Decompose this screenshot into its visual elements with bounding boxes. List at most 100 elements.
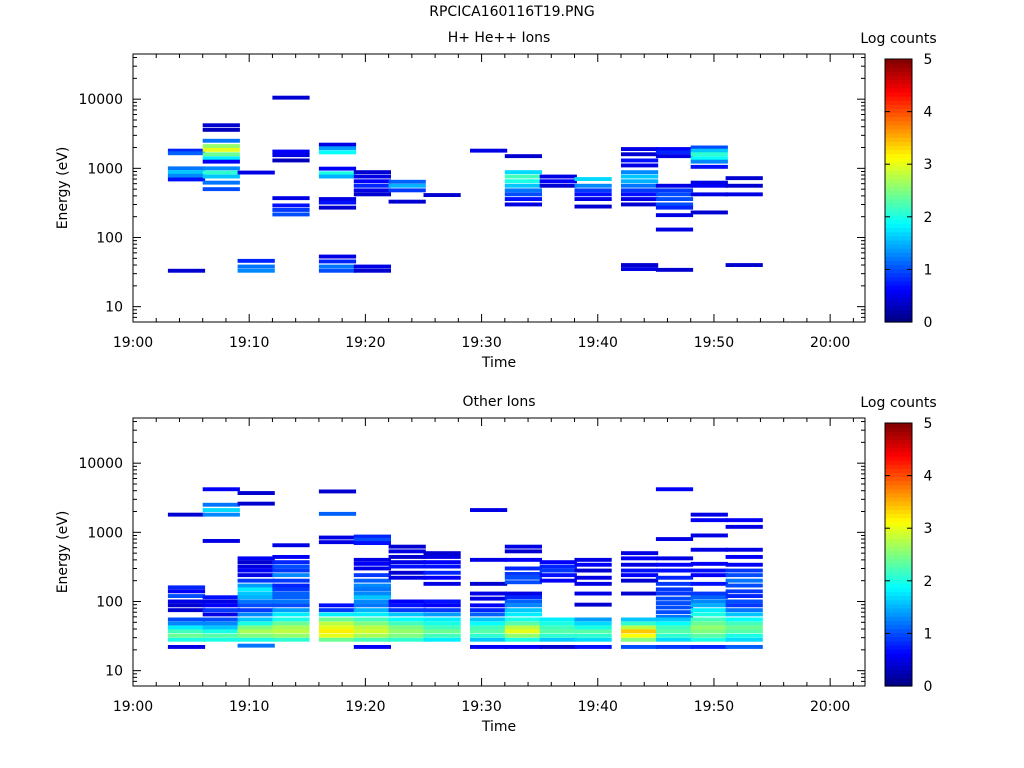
heatmap-cell xyxy=(353,587,391,592)
heatmap-cell xyxy=(353,591,391,596)
colorbar-segment xyxy=(885,542,912,547)
heatmap-cell xyxy=(655,625,694,630)
colorbar-segment xyxy=(885,587,912,593)
heatmap-cell xyxy=(690,512,728,517)
heatmap-cell xyxy=(690,603,728,608)
heatmap-cell xyxy=(353,557,391,562)
colorbar-segment xyxy=(885,665,912,671)
heatmap-cell xyxy=(318,146,357,151)
heatmap-cell xyxy=(272,595,310,600)
colorbar-segment xyxy=(885,649,912,654)
heatmap-cell xyxy=(318,264,357,269)
heatmap-cell xyxy=(202,170,240,175)
heatmap-cell xyxy=(539,617,577,622)
heatmap-cell xyxy=(318,621,357,626)
heatmap-cell xyxy=(655,633,694,638)
heatmap-cell xyxy=(237,264,275,269)
heatmap-cell xyxy=(504,179,542,184)
heatmap-cell xyxy=(690,561,728,566)
heatmap-cell xyxy=(621,170,659,175)
colorbar-segment xyxy=(885,451,912,457)
colorbar-label: Log counts xyxy=(860,395,936,411)
heatmap-cell xyxy=(574,625,612,630)
heatmap-cell xyxy=(621,556,659,561)
heatmap-cell xyxy=(655,183,694,188)
heatmap-cell xyxy=(539,183,577,188)
colorbar-segment xyxy=(885,681,912,687)
heatmap-cell xyxy=(574,602,612,607)
heatmap-cell xyxy=(353,621,391,626)
heatmap-cell xyxy=(690,637,728,642)
colorbar-segment xyxy=(885,496,912,502)
heatmap-cell xyxy=(655,537,694,541)
colorbar-segment xyxy=(885,624,912,630)
heatmap-cell xyxy=(272,591,310,596)
heatmap-cell xyxy=(725,594,763,598)
colorbar-segment xyxy=(885,505,912,510)
colorbar-segment xyxy=(885,293,912,298)
heatmap-cell xyxy=(655,610,694,615)
heatmap-cell xyxy=(621,621,659,626)
colorbar-segment xyxy=(885,546,912,551)
heatmap-cell xyxy=(423,608,461,613)
heatmap-cell xyxy=(655,154,694,159)
heatmap-cell xyxy=(690,573,728,578)
y-tick-label: 10 xyxy=(105,664,123,680)
heatmap-cells xyxy=(167,95,763,273)
colorbar-segment xyxy=(885,182,912,187)
heatmap-cell xyxy=(655,614,694,619)
heatmap-cell xyxy=(504,645,542,649)
heatmap-cell xyxy=(621,637,659,642)
colorbar-segment xyxy=(885,276,912,282)
heatmap-cell xyxy=(318,608,357,613)
colorbar-segment xyxy=(885,161,912,167)
heatmap-cell xyxy=(504,572,542,576)
heatmap-cell xyxy=(353,617,391,622)
colorbar-segment xyxy=(885,620,912,625)
heatmap-cell xyxy=(353,633,391,638)
heatmap-cell xyxy=(690,625,728,630)
heatmap-cell xyxy=(725,645,763,649)
colorbar-tick-label: 5 xyxy=(924,52,933,68)
heatmap-cell xyxy=(504,566,542,571)
colorbar-segment xyxy=(885,673,912,679)
heatmap-cell xyxy=(202,539,240,543)
heatmap-cell xyxy=(202,637,240,642)
heatmap-cell xyxy=(202,603,240,608)
heatmap-cell xyxy=(690,148,728,153)
heatmap-cell xyxy=(690,617,728,622)
heatmap-cell xyxy=(237,501,275,506)
heatmap-cell xyxy=(353,612,391,617)
heatmap-cell xyxy=(202,147,240,152)
heatmap-cell xyxy=(167,170,206,175)
colorbar-segment xyxy=(885,509,912,515)
heatmap-cell xyxy=(237,599,275,604)
heatmap-cell xyxy=(725,637,763,642)
heatmap-cell xyxy=(504,625,542,630)
colorbar-segment xyxy=(885,423,912,428)
colorbar-segment xyxy=(885,313,912,319)
colorbar-segment xyxy=(885,272,912,278)
heatmap-cell xyxy=(353,637,391,642)
heatmap-cell xyxy=(725,524,763,529)
heatmap-cell xyxy=(202,156,240,161)
colorbar-segment xyxy=(885,219,912,224)
colorbar-segment xyxy=(885,533,912,539)
colorbar-segment xyxy=(885,558,912,564)
colorbar-segment xyxy=(885,455,912,461)
heatmap-cell xyxy=(539,179,577,184)
heatmap-cell xyxy=(388,612,426,617)
heatmap-cell xyxy=(237,637,275,642)
heatmap-cell xyxy=(725,633,763,638)
heatmap-cell xyxy=(202,152,240,157)
heatmap-cell xyxy=(655,587,694,592)
heatmap-cell xyxy=(167,151,206,156)
colorbar-segment xyxy=(885,484,912,490)
colorbar-segment xyxy=(885,309,912,315)
heatmap-cell xyxy=(318,142,357,147)
colorbar-segment xyxy=(885,169,912,175)
heatmap-cell xyxy=(167,268,206,273)
colorbar-segment xyxy=(885,95,912,101)
heatmap-cell xyxy=(574,617,612,622)
heatmap-cell xyxy=(690,518,728,523)
